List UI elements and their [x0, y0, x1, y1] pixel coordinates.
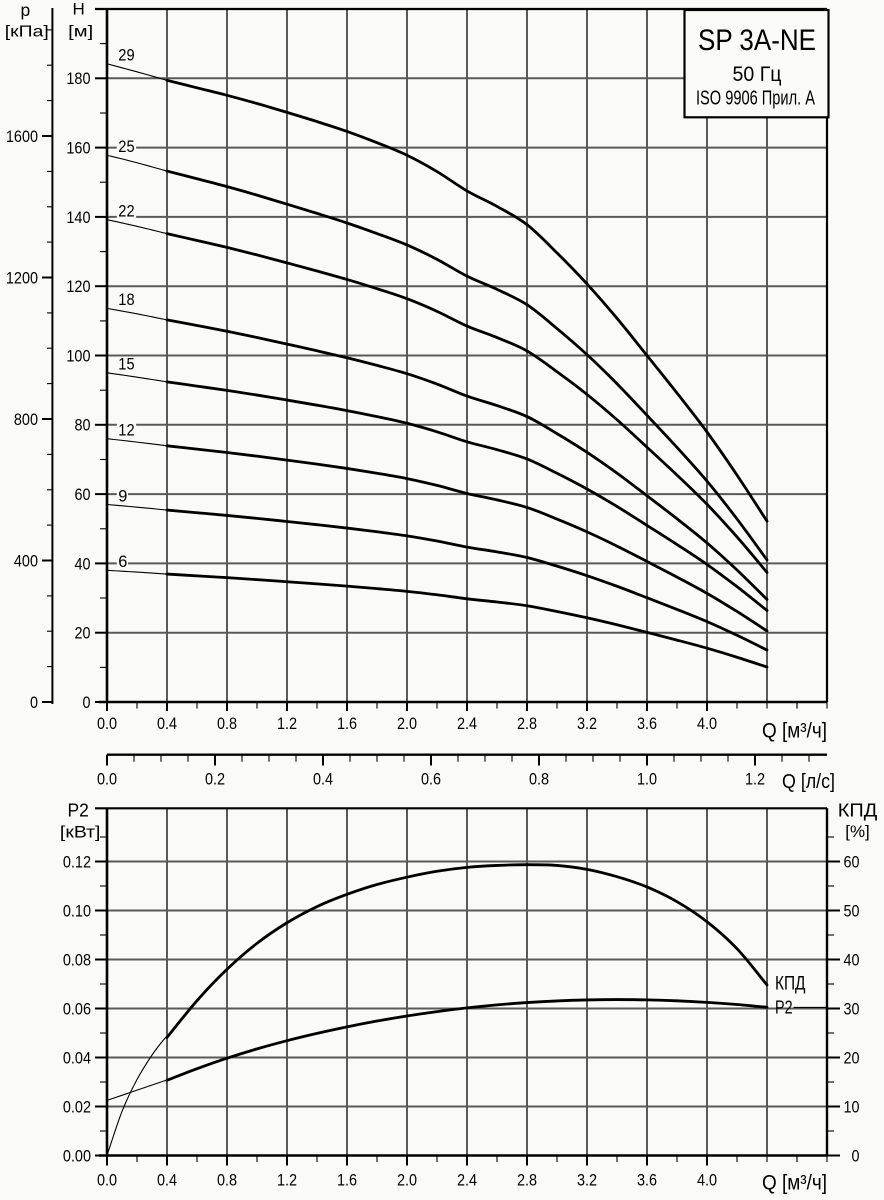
svg-text:140: 140 [66, 209, 90, 227]
svg-text:100: 100 [66, 347, 90, 365]
svg-text:60: 60 [844, 853, 860, 871]
svg-text:4.0: 4.0 [697, 715, 717, 733]
svg-text:Q [м³/ч]: Q [м³/ч] [762, 719, 827, 742]
svg-text:2.8: 2.8 [517, 1172, 537, 1190]
svg-text:0: 0 [30, 694, 38, 712]
svg-text:0.02: 0.02 [63, 1098, 91, 1116]
svg-text:SP 3A-NE: SP 3A-NE [698, 25, 816, 57]
svg-text:0: 0 [852, 1147, 860, 1165]
svg-text:0.6: 0.6 [421, 770, 441, 788]
svg-text:[кВт]: [кВт] [60, 823, 101, 842]
svg-text:400: 400 [14, 552, 38, 570]
svg-text:КПД: КПД [838, 801, 878, 821]
svg-text:1.6: 1.6 [337, 715, 357, 733]
svg-text:[м]: [м] [68, 24, 93, 41]
svg-text:Q [м³/ч]: Q [м³/ч] [762, 1172, 827, 1195]
svg-text:20: 20 [844, 1049, 860, 1067]
svg-text:0.04: 0.04 [63, 1049, 91, 1067]
svg-text:0.0: 0.0 [97, 715, 117, 733]
svg-text:2.0: 2.0 [397, 1172, 417, 1190]
svg-text:3.2: 3.2 [577, 715, 597, 733]
svg-text:15: 15 [118, 356, 134, 374]
svg-text:ISO 9906 Прил. А: ISO 9906 Прил. А [696, 87, 815, 109]
svg-text:0.4: 0.4 [313, 770, 333, 788]
svg-text:0.10: 0.10 [63, 902, 91, 920]
svg-text:2.0: 2.0 [397, 715, 417, 733]
svg-text:2.4: 2.4 [457, 1172, 477, 1190]
svg-text:P2: P2 [775, 996, 793, 1017]
svg-text:2.8: 2.8 [517, 715, 537, 733]
svg-text:9: 9 [118, 487, 127, 505]
svg-text:Q [л/с]: Q [л/с] [782, 771, 835, 793]
svg-text:12: 12 [118, 422, 134, 440]
svg-text:0.2: 0.2 [205, 770, 225, 788]
svg-text:0.12: 0.12 [63, 853, 91, 871]
svg-text:p: p [21, 0, 31, 20]
svg-text:0.8: 0.8 [217, 1172, 237, 1190]
svg-text:20: 20 [75, 625, 91, 643]
svg-text:0.08: 0.08 [63, 951, 91, 969]
svg-text:160: 160 [66, 140, 90, 158]
svg-text:4.0: 4.0 [697, 1172, 717, 1190]
svg-text:800: 800 [14, 411, 38, 429]
svg-text:10: 10 [844, 1098, 860, 1116]
svg-text:3.6: 3.6 [637, 1172, 657, 1190]
svg-text:3.2: 3.2 [577, 1172, 597, 1190]
svg-text:80: 80 [75, 417, 91, 435]
svg-text:50: 50 [844, 902, 860, 920]
svg-text:КПД: КПД [775, 973, 806, 995]
svg-text:1.2: 1.2 [277, 715, 297, 733]
svg-text:60: 60 [75, 486, 91, 504]
svg-text:22: 22 [118, 203, 134, 221]
svg-text:120: 120 [66, 278, 90, 296]
svg-text:6: 6 [118, 553, 127, 571]
svg-text:40: 40 [844, 951, 860, 969]
svg-text:3.6: 3.6 [637, 715, 657, 733]
svg-text:2.4: 2.4 [457, 715, 477, 733]
svg-text:1.2: 1.2 [745, 770, 765, 788]
svg-text:40: 40 [75, 555, 91, 573]
svg-text:1200: 1200 [6, 269, 38, 287]
svg-text:[%]: [%] [845, 822, 870, 841]
svg-text:0.8: 0.8 [529, 770, 549, 788]
svg-text:0.0: 0.0 [97, 770, 117, 788]
svg-text:0: 0 [83, 694, 91, 712]
svg-text:180: 180 [66, 70, 90, 88]
svg-text:1600: 1600 [6, 128, 38, 146]
svg-text:1.6: 1.6 [337, 1172, 357, 1190]
svg-text:0.00: 0.00 [63, 1147, 91, 1165]
svg-text:1.2: 1.2 [277, 1172, 297, 1190]
svg-text:[кПа]: [кПа] [5, 24, 49, 41]
svg-text:50 Гц: 50 Гц [733, 63, 782, 86]
svg-text:1.0: 1.0 [637, 770, 657, 788]
svg-text:0.0: 0.0 [97, 1172, 117, 1190]
svg-text:0.06: 0.06 [63, 1000, 91, 1018]
svg-text:18: 18 [118, 291, 134, 309]
svg-text:29: 29 [118, 47, 134, 65]
svg-text:P2: P2 [68, 800, 89, 820]
svg-text:25: 25 [118, 138, 134, 156]
svg-text:0.8: 0.8 [217, 715, 237, 733]
svg-text:30: 30 [844, 1000, 860, 1018]
svg-text:0.4: 0.4 [157, 1172, 177, 1190]
svg-text:0.4: 0.4 [157, 715, 177, 733]
svg-text:H: H [73, 0, 85, 19]
